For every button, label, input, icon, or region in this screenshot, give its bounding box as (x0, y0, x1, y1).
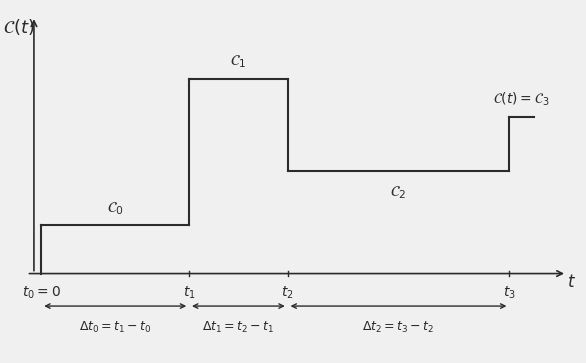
Text: $\mathcal{C}_1$: $\mathcal{C}_1$ (230, 54, 247, 70)
Text: $t$: $t$ (567, 273, 576, 291)
Text: $t_0 = 0$: $t_0 = 0$ (22, 284, 61, 301)
Text: $\mathcal{C}(t)$: $\mathcal{C}(t)$ (4, 17, 35, 37)
Text: $t_2$: $t_2$ (281, 284, 294, 301)
Text: $t_3$: $t_3$ (503, 284, 516, 301)
Text: $\mathcal{C}_2$: $\mathcal{C}_2$ (390, 184, 407, 201)
Text: $\mathcal{C}_0$: $\mathcal{C}_0$ (107, 200, 124, 217)
Text: $\mathcal{C}(t) = \mathcal{C}_3$: $\mathcal{C}(t) = \mathcal{C}_3$ (493, 91, 549, 109)
Text: $\Delta t_2 = t_3 - t_2$: $\Delta t_2 = t_3 - t_2$ (362, 319, 435, 335)
Text: $\Delta t_0 = t_1 - t_0$: $\Delta t_0 = t_1 - t_0$ (79, 319, 152, 335)
Text: $t_1$: $t_1$ (183, 284, 196, 301)
Text: $\Delta t_1 = t_2 - t_1$: $\Delta t_1 = t_2 - t_1$ (202, 319, 275, 335)
